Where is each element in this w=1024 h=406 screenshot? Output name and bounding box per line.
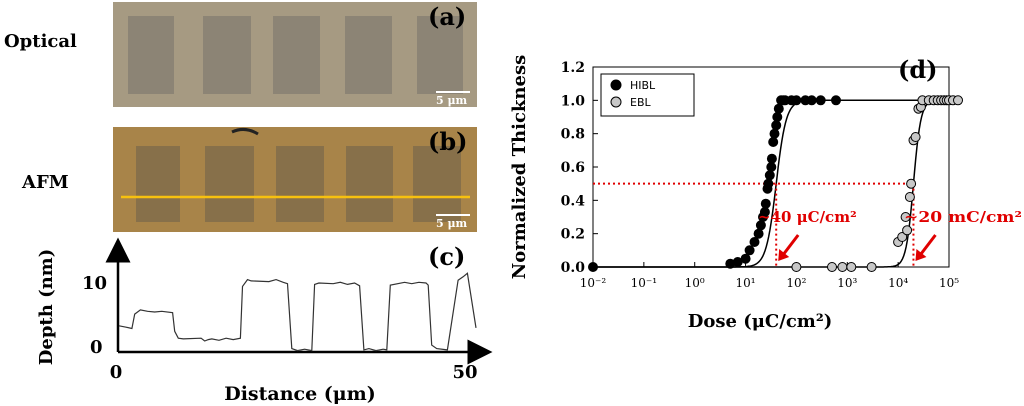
point-ebl xyxy=(953,95,963,106)
panel-d: 0.0 0.2 0.4 0.6 0.8 1.0 1.2 10⁻² 10⁻¹ 10⁰ 10¹ 10² 10… xyxy=(509,55,1022,332)
point-ebl xyxy=(900,212,911,222)
legend-marker-ebl xyxy=(610,96,622,108)
d-y-tick-label: 0.8 xyxy=(561,127,585,143)
depth-profile-line xyxy=(118,272,477,352)
point-hibl xyxy=(791,95,802,106)
d-x-label: Dose (μC/cm²) xyxy=(688,311,832,332)
point-hibl xyxy=(744,245,755,256)
d-x-tick-label: 10² xyxy=(786,276,806,290)
point-hibl xyxy=(760,198,771,209)
panel-c: 10 0 0 50 Distance (μm) Depth (nm) (c) xyxy=(36,237,493,405)
optical-pad-3 xyxy=(273,16,320,94)
panel-b: (b) 5 μm xyxy=(113,127,477,232)
point-hibl xyxy=(773,103,784,114)
point-ebl xyxy=(897,232,908,242)
row-label-afm: AFM xyxy=(21,172,69,193)
d-y-tick-label: 1.2 xyxy=(561,60,585,76)
afm-pad-2 xyxy=(205,146,254,222)
point-hibl xyxy=(763,178,774,189)
point-ebl xyxy=(837,262,848,272)
panel-label-c: (c) xyxy=(428,242,465,271)
annotation-arrow-head xyxy=(778,249,790,261)
panel-label-a: (a) xyxy=(428,2,466,31)
point-hibl xyxy=(771,120,782,131)
d-x-tick-label: 10¹ xyxy=(736,276,756,290)
legend-label-ebl: EBL xyxy=(630,96,651,109)
legend-label-hibl: HIBL xyxy=(630,79,656,92)
d-y-label: Normalized Thickness xyxy=(509,55,530,279)
scale-bar-label-b: 5 μm xyxy=(436,217,468,230)
point-hibl xyxy=(831,95,841,106)
point-ebl xyxy=(910,132,921,142)
d-y-tick-label: 0.0 xyxy=(561,260,586,276)
c-y-tick-0: 0 xyxy=(90,337,103,358)
point-hibl xyxy=(749,237,760,247)
point-hibl xyxy=(772,112,783,122)
panel-label-d: (d) xyxy=(898,55,938,84)
c-x-tick-0: 0 xyxy=(110,362,123,383)
optical-pad-2 xyxy=(203,16,251,94)
panel-label-b: (b) xyxy=(428,127,468,156)
fit-curve-ebl xyxy=(593,99,952,268)
afm-pad-4 xyxy=(346,146,393,222)
d-x-tick-label: 10⁰ xyxy=(685,276,705,290)
d-x-tick-label: 10³ xyxy=(837,276,857,290)
point-hibl xyxy=(764,170,775,181)
point-ebl xyxy=(866,262,877,272)
afm-pad-1 xyxy=(136,146,180,222)
point-hibl xyxy=(740,253,751,264)
point-hibl xyxy=(769,128,780,139)
panel-a: (a) 5 μm xyxy=(113,2,477,107)
c-x-label: Distance (μm) xyxy=(224,383,376,405)
point-ebl xyxy=(791,262,802,272)
annotation-arrow-shaft xyxy=(780,234,800,257)
afm-pad-5 xyxy=(413,146,461,222)
optical-pad-1 xyxy=(128,16,174,94)
legend-marker-hibl xyxy=(610,79,622,91)
annotation-ebl: ~20 mC/cm² xyxy=(904,208,1022,226)
d-x-tick-label: 10⁻² xyxy=(580,276,607,290)
c-y-label: Depth (nm) xyxy=(36,249,57,365)
afm-debris xyxy=(231,127,259,136)
point-ebl xyxy=(846,262,857,272)
point-ebl xyxy=(902,225,913,236)
optical-pad-4 xyxy=(345,16,392,94)
point-hibl xyxy=(766,162,777,172)
point-hibl xyxy=(806,95,817,106)
annotation-hibl: ~40 μC/cm² xyxy=(758,208,857,226)
afm-pad-3 xyxy=(276,146,324,222)
optical-pad-5 xyxy=(417,16,463,94)
d-y-tick-label: 1.0 xyxy=(561,93,586,109)
annotation-arrow-head xyxy=(915,249,927,261)
point-hibl xyxy=(768,137,779,147)
point-ebl xyxy=(827,262,837,272)
scale-bar-label-a: 5 μm xyxy=(436,94,468,107)
d-y-tick-label: 0.4 xyxy=(561,193,586,209)
point-hibl xyxy=(766,153,777,164)
annotation-arrow-shaft xyxy=(918,234,937,257)
d-x-tick-label: 10⁴ xyxy=(888,276,908,290)
point-hibl xyxy=(815,95,826,106)
d-x-tick-label: 10⁻¹ xyxy=(631,276,657,290)
c-y-tick-10: 10 xyxy=(82,273,107,294)
point-hibl xyxy=(588,262,598,272)
d-y-tick-label: 0.2 xyxy=(561,227,585,243)
point-ebl xyxy=(906,178,917,189)
d-x-tick-label: 10⁵ xyxy=(939,276,959,290)
point-hibl xyxy=(753,228,764,239)
c-x-tick-50: 50 xyxy=(452,362,477,383)
d-y-tick-label: 0.6 xyxy=(561,160,585,176)
point-ebl xyxy=(904,192,915,202)
row-label-optical: Optical xyxy=(4,31,77,52)
